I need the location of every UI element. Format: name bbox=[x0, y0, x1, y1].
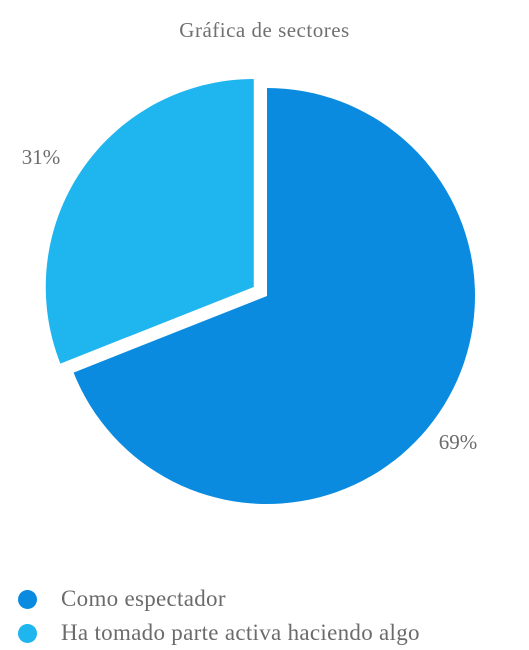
legend-label: Ha tomado parte activa haciendo algo bbox=[61, 620, 420, 645]
data-label: 69% bbox=[439, 430, 478, 454]
legend-swatch bbox=[18, 623, 37, 643]
legend-label: Como espectador bbox=[61, 586, 226, 611]
data-label: 31% bbox=[22, 145, 61, 169]
legend: Como espectador Ha tomado parte activa h… bbox=[18, 582, 420, 650]
legend-item: Ha tomado parte activa haciendo algo bbox=[18, 616, 420, 650]
legend-item: Como espectador bbox=[18, 582, 420, 616]
legend-swatch bbox=[18, 589, 37, 609]
chart-title: Gráfica de sectores bbox=[179, 18, 350, 42]
pie-slice bbox=[45, 79, 254, 364]
pie-data-labels: 69% 31% bbox=[22, 145, 478, 454]
pie-slices bbox=[45, 79, 475, 504]
pie-slice bbox=[73, 88, 475, 504]
